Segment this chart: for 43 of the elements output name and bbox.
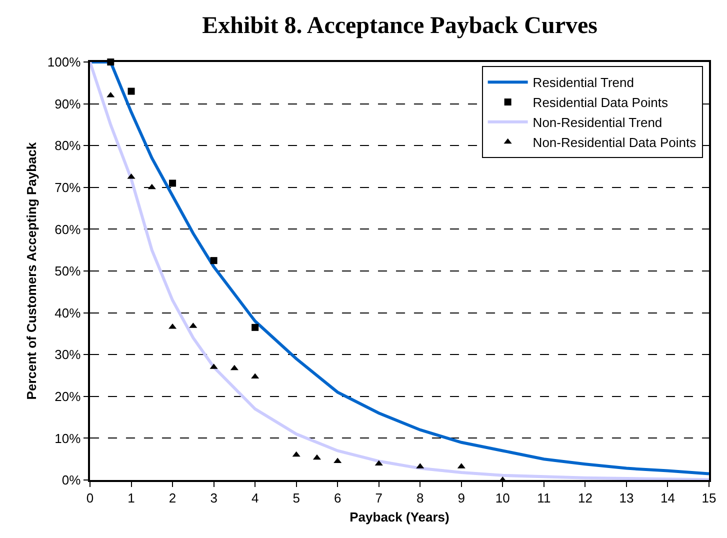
x-tick-label: 9 <box>458 490 466 506</box>
legend-label: Non-Residential Trend <box>532 115 662 130</box>
y-tick-label: 30% <box>54 347 82 362</box>
y-tick-label: 0% <box>62 472 82 488</box>
y-tick-label: 80% <box>54 138 82 154</box>
point <box>169 180 176 187</box>
point <box>148 184 156 190</box>
legend-label: Residential Trend <box>532 75 634 90</box>
x-tick-label: 3 <box>210 490 218 506</box>
x-tick-label: 1 <box>128 490 135 506</box>
point <box>128 88 135 95</box>
y-axis-title: Percent of Customers Accepting Payback <box>24 142 39 400</box>
y-tick-label: 60% <box>54 222 82 237</box>
point <box>127 173 136 179</box>
x-tick-label: 8 <box>416 490 424 506</box>
y-tick-label: 90% <box>54 96 82 112</box>
y-tick-label: 70% <box>54 180 82 195</box>
point <box>106 92 115 98</box>
y-tick-label: 50% <box>54 264 82 279</box>
chart-title: Exhibit 8. Acceptance Payback Curves <box>202 12 598 39</box>
x-tick-label: 5 <box>292 490 300 506</box>
x-tick-label: 15 <box>702 490 716 506</box>
x-tick-label: 4 <box>251 490 259 506</box>
x-axis-title: Payback (Years) <box>350 509 450 524</box>
x-tick-label: 14 <box>660 490 675 506</box>
y-tick-label: 40% <box>54 305 82 320</box>
x-tick-label: 0 <box>86 490 94 506</box>
legend-label: Non-Residential Data Points <box>532 134 697 150</box>
x-tick-label: 7 <box>375 490 382 506</box>
x-tick-label: 11 <box>537 490 551 506</box>
legend-label: Residential Data Points <box>532 95 668 110</box>
y-tick-label: 100% <box>47 54 82 70</box>
y-tick-label: 20% <box>54 388 82 404</box>
x-tick-label: 13 <box>619 490 634 506</box>
x-tick-label: 2 <box>168 490 176 506</box>
y-tick-label: 10% <box>54 430 82 446</box>
x-tick-label: 10 <box>495 490 510 506</box>
point <box>252 324 259 331</box>
point <box>292 451 300 457</box>
point <box>210 257 218 264</box>
point <box>230 364 238 370</box>
x-tick-label: 12 <box>578 490 592 506</box>
x-tick-label: 6 <box>334 490 342 506</box>
